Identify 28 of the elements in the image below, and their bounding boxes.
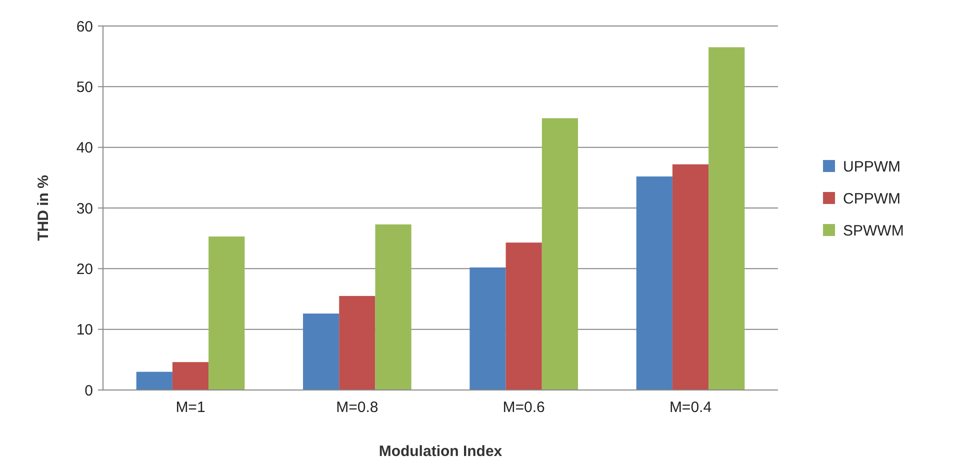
legend-label: SPWWM [843, 222, 904, 240]
x-tick-label: M=0.8 [336, 399, 378, 416]
y-tick-label: 30 [76, 200, 93, 218]
bar [708, 47, 745, 390]
legend-label: UPPWM [843, 158, 900, 176]
legend-label: CPPWM [843, 190, 900, 208]
bar [470, 267, 506, 390]
x-tick-label: M=1 [176, 399, 206, 416]
bar [375, 224, 412, 390]
bar [339, 296, 376, 390]
bar [172, 362, 209, 390]
bar [506, 242, 542, 390]
bar [672, 164, 709, 390]
y-tick-label: 20 [76, 260, 93, 278]
bar [542, 118, 578, 390]
bar [136, 372, 172, 390]
x-axis-title: Modulation Index [378, 443, 503, 460]
y-tick-label: 40 [76, 140, 93, 157]
bar [636, 176, 672, 390]
y-tick-label: 60 [76, 18, 93, 36]
y-tick-label: 10 [76, 322, 93, 339]
y-tick-label: 0 [84, 382, 93, 400]
x-tick-label: M=0.6 [502, 399, 545, 416]
bar [303, 314, 340, 390]
x-tick-label: M=0.4 [669, 399, 712, 416]
y-axis-title: THD in % [35, 175, 52, 241]
bar [208, 236, 245, 390]
y-tick-label: 50 [76, 78, 93, 96]
